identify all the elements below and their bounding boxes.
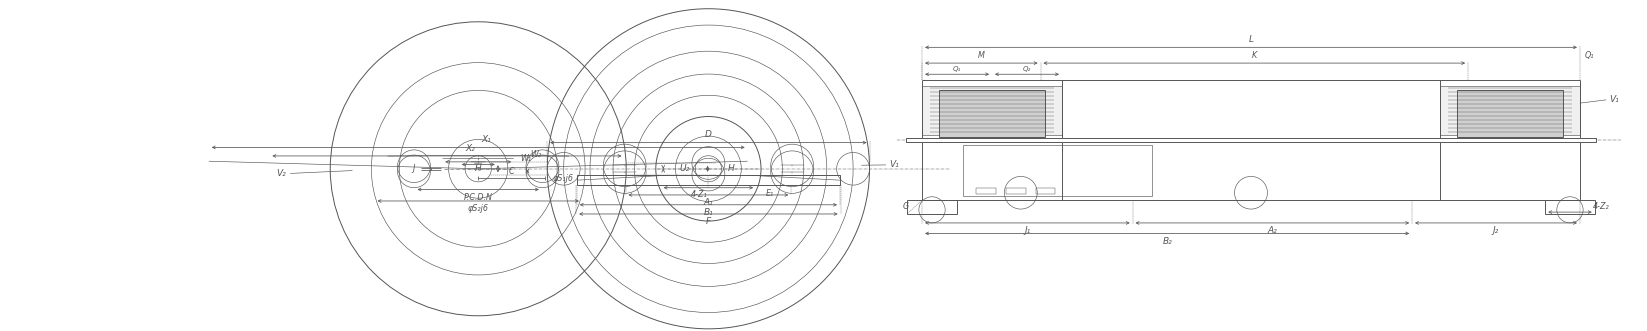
Text: C: C — [509, 166, 514, 175]
Text: D: D — [705, 130, 712, 139]
Text: 4-Z₁: 4-Z₁ — [690, 190, 707, 199]
Text: G: G — [903, 202, 909, 212]
Text: φS₁j6: φS₁j6 — [552, 173, 573, 182]
Text: Q₁: Q₁ — [1584, 51, 1594, 61]
Text: V₁: V₁ — [1609, 95, 1619, 104]
Text: P.C.D.N: P.C.D.N — [464, 193, 492, 202]
Text: φS₂j6: φS₂j6 — [468, 204, 489, 213]
Text: H: H — [474, 164, 481, 173]
Text: 4-Z₂: 4-Z₂ — [1593, 202, 1609, 212]
Text: B₂: B₂ — [1163, 237, 1173, 246]
Bar — [907, 200, 957, 214]
Text: E₁: E₁ — [766, 189, 774, 198]
Bar — [906, 138, 1596, 142]
Text: V₁: V₁ — [889, 161, 899, 169]
Bar — [1006, 188, 1026, 194]
Bar — [576, 175, 840, 185]
Text: J: J — [412, 164, 415, 173]
Text: X₂: X₂ — [464, 144, 474, 153]
Text: X₁: X₁ — [481, 135, 491, 144]
Bar — [963, 145, 1153, 196]
Text: U₂: U₂ — [680, 164, 690, 173]
Text: W₂: W₂ — [530, 150, 542, 159]
Bar — [1439, 86, 1579, 135]
Text: A₁: A₁ — [703, 198, 713, 207]
Bar — [1036, 188, 1056, 194]
Text: B₁: B₁ — [703, 208, 713, 217]
Text: W₁: W₁ — [520, 154, 532, 163]
Bar — [922, 86, 1062, 135]
Text: F: F — [707, 217, 712, 226]
Text: M: M — [978, 51, 985, 61]
Bar — [977, 188, 996, 194]
Text: Q₁: Q₁ — [954, 66, 962, 72]
Bar — [1545, 200, 1594, 214]
Text: V₂: V₂ — [277, 169, 287, 178]
Bar — [1456, 90, 1563, 137]
Text: A₂: A₂ — [1268, 226, 1276, 235]
Text: Q₂: Q₂ — [1023, 66, 1031, 72]
Text: K: K — [1252, 51, 1257, 61]
Text: L: L — [1248, 35, 1253, 44]
Text: J₁: J₁ — [1024, 226, 1031, 235]
Text: H: H — [728, 164, 735, 173]
Text: J₂: J₂ — [1492, 226, 1499, 235]
Bar — [939, 90, 1046, 137]
